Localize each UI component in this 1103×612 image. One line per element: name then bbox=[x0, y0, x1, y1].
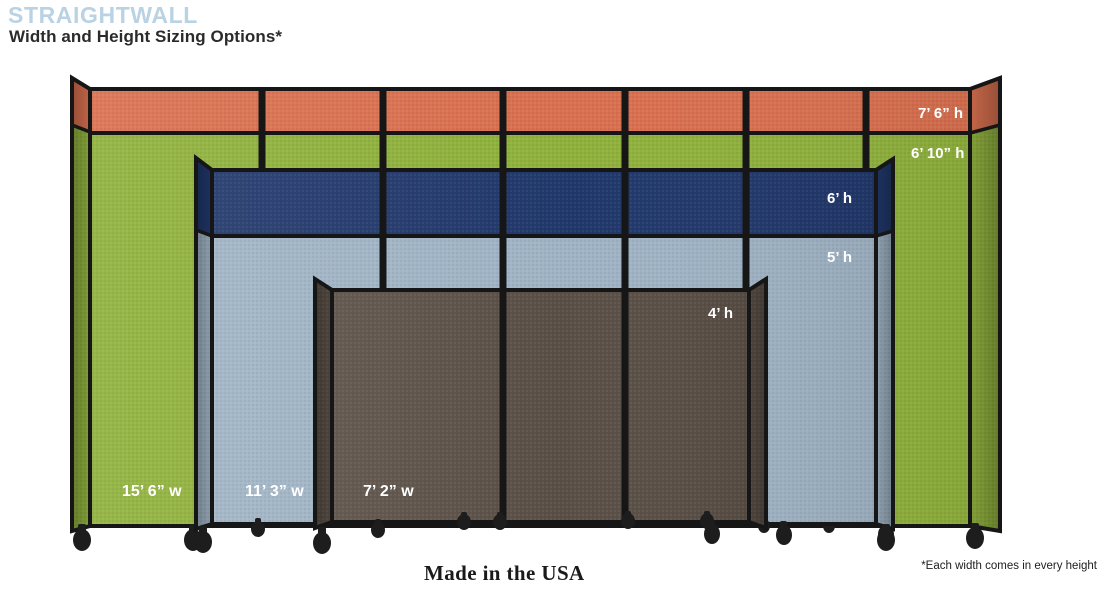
layer-front-brown bbox=[313, 275, 768, 554]
panel-return-left-front bbox=[313, 275, 334, 531]
made-in-usa-text: Made in the USA bbox=[424, 561, 585, 585]
mullions-front-run bbox=[499, 290, 629, 522]
panel-return-right-tall bbox=[968, 75, 1002, 534]
casters-front-layer bbox=[313, 511, 720, 554]
width-label-7-2: 7’ 2” w bbox=[363, 483, 414, 500]
width-label-15-6: 15’ 6” w bbox=[122, 483, 182, 500]
panel-band-navy bbox=[210, 168, 878, 238]
width-labels: 15’ 6” w 11’ 3” w 7’ 2” w bbox=[122, 483, 414, 500]
page-subtitle: Width and Height Sizing Options* bbox=[9, 27, 283, 46]
panel-return-left-tall bbox=[70, 74, 92, 534]
panel-return-left-mid bbox=[194, 154, 214, 532]
height-label-6-10: 6’ 10” h bbox=[911, 145, 964, 162]
page-title-brand: STRAIGHTWALL bbox=[8, 2, 198, 28]
panel-return-right-front bbox=[747, 275, 768, 531]
height-label-4: 4’ h bbox=[708, 305, 733, 322]
width-label-11-3: 11’ 3” w bbox=[245, 483, 304, 500]
panel-body-brown bbox=[330, 288, 751, 524]
height-labels: 7’ 6” h 6’ 10” h 6’ h 5’ h 4’ h bbox=[708, 105, 964, 322]
height-label-5: 5’ h bbox=[827, 249, 852, 266]
panel-band-orange bbox=[88, 87, 972, 135]
footnote-text: *Each width comes in every height bbox=[921, 560, 1097, 572]
height-label-7-6: 7’ 6” h bbox=[918, 105, 963, 122]
panel-return-right-mid bbox=[874, 155, 895, 532]
height-label-6: 6’ h bbox=[827, 190, 852, 207]
